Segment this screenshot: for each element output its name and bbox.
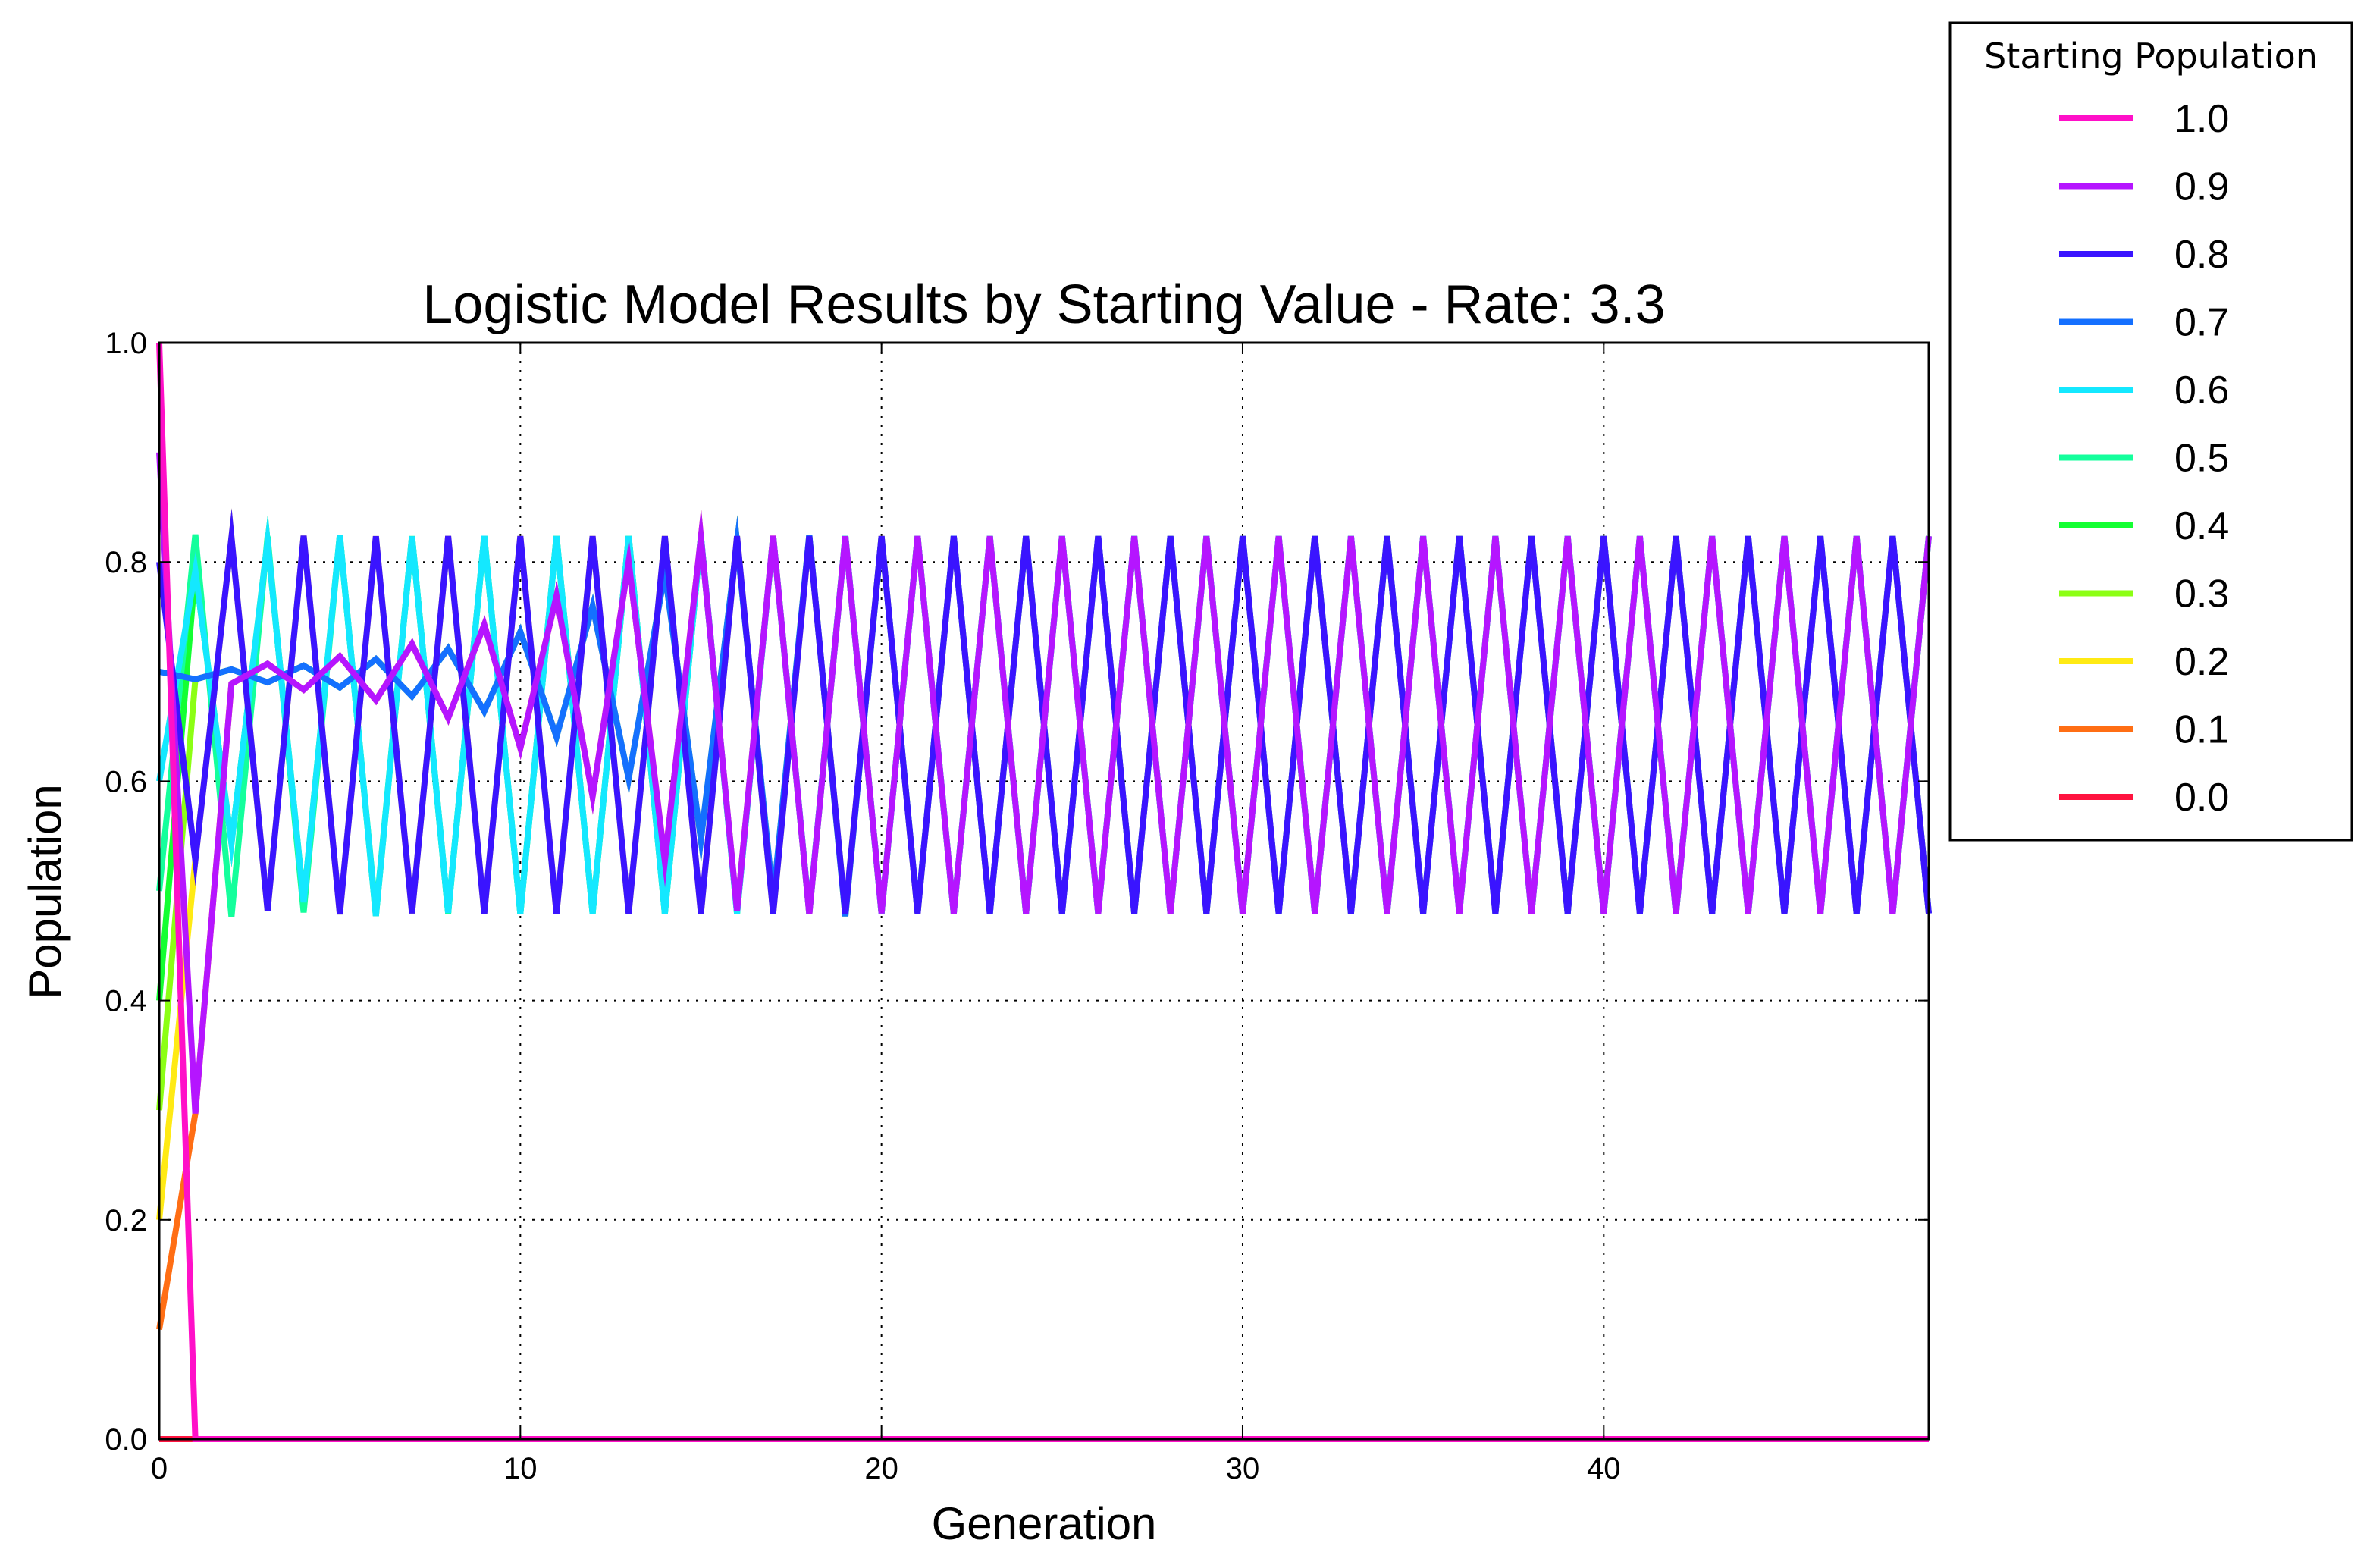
legend-label: 0.6 [2174, 368, 2229, 412]
legend-label: 0.1 [2174, 708, 2229, 752]
y-axis-label: Population [20, 784, 71, 999]
legend-item: 0.6 [2059, 368, 2229, 412]
plot-area [159, 343, 1929, 1439]
chart-title: Logistic Model Results by Starting Value… [422, 274, 1665, 335]
y-tick-label: 0.4 [105, 985, 147, 1018]
legend-items: 1.0 0.9 0.8 0.7 0.6 0.5 0.4 0.3 0.2 0.1 0.0 [2059, 97, 2229, 820]
legend-item: 0.7 [2059, 301, 2229, 345]
legend-item: 0.1 [2059, 708, 2229, 752]
x-tick-label: 20 [864, 1452, 898, 1485]
legend-item: 1.0 [2059, 97, 2229, 141]
x-tick-label: 10 [503, 1452, 538, 1485]
legend-label: 0.3 [2174, 572, 2229, 616]
legend-item: 0.4 [2059, 504, 2229, 548]
y-tick-label: 0.8 [105, 546, 147, 579]
plot-frame [158, 341, 1930, 1441]
legend-label: 0.0 [2174, 776, 2229, 820]
legend-label: 0.4 [2174, 504, 2229, 548]
legend-label: 0.9 [2174, 165, 2229, 209]
legend-item: 0.9 [2059, 165, 2229, 209]
y-tick-label: 1.0 [105, 327, 147, 360]
legend-item: 0.3 [2059, 572, 2229, 616]
legend-title: Starting Population [1984, 36, 2318, 77]
legend-item: 0.5 [2059, 437, 2229, 481]
legend-label: 0.8 [2174, 233, 2229, 277]
y-tick-label: 0.6 [105, 765, 147, 798]
legend-label: 0.2 [2174, 640, 2229, 684]
y-tick-label: 0.2 [105, 1204, 147, 1237]
series-lines [156, 342, 1932, 1442]
legend-frame [1948, 21, 2353, 842]
y-axis-ticks: 0.0 0.2 0.4 0.6 0.8 1.0 [105, 327, 1929, 1457]
series-line-0-9 [156, 452, 1932, 1114]
legend-label: 0.7 [2174, 301, 2229, 345]
x-axis-label: Generation [932, 1498, 1157, 1549]
x-tick-label: 0 [151, 1452, 168, 1485]
legend-item: 0.2 [2059, 640, 2229, 684]
x-tick-label: 30 [1226, 1452, 1260, 1485]
legend-label: 1.0 [2174, 97, 2229, 141]
legend-item: 0.0 [2059, 776, 2229, 820]
legend-item: 0.8 [2059, 233, 2229, 277]
x-axis-ticks: 0 10 20 30 40 [151, 343, 1621, 1485]
x-tick-label: 40 [1587, 1452, 1621, 1485]
y-tick-label: 0.0 [105, 1423, 147, 1457]
legend: Starting Population 1.0 0.9 0.8 0.7 0.6 0.5 0.… [1948, 21, 2353, 842]
legend-label: 0.5 [2174, 437, 2229, 481]
